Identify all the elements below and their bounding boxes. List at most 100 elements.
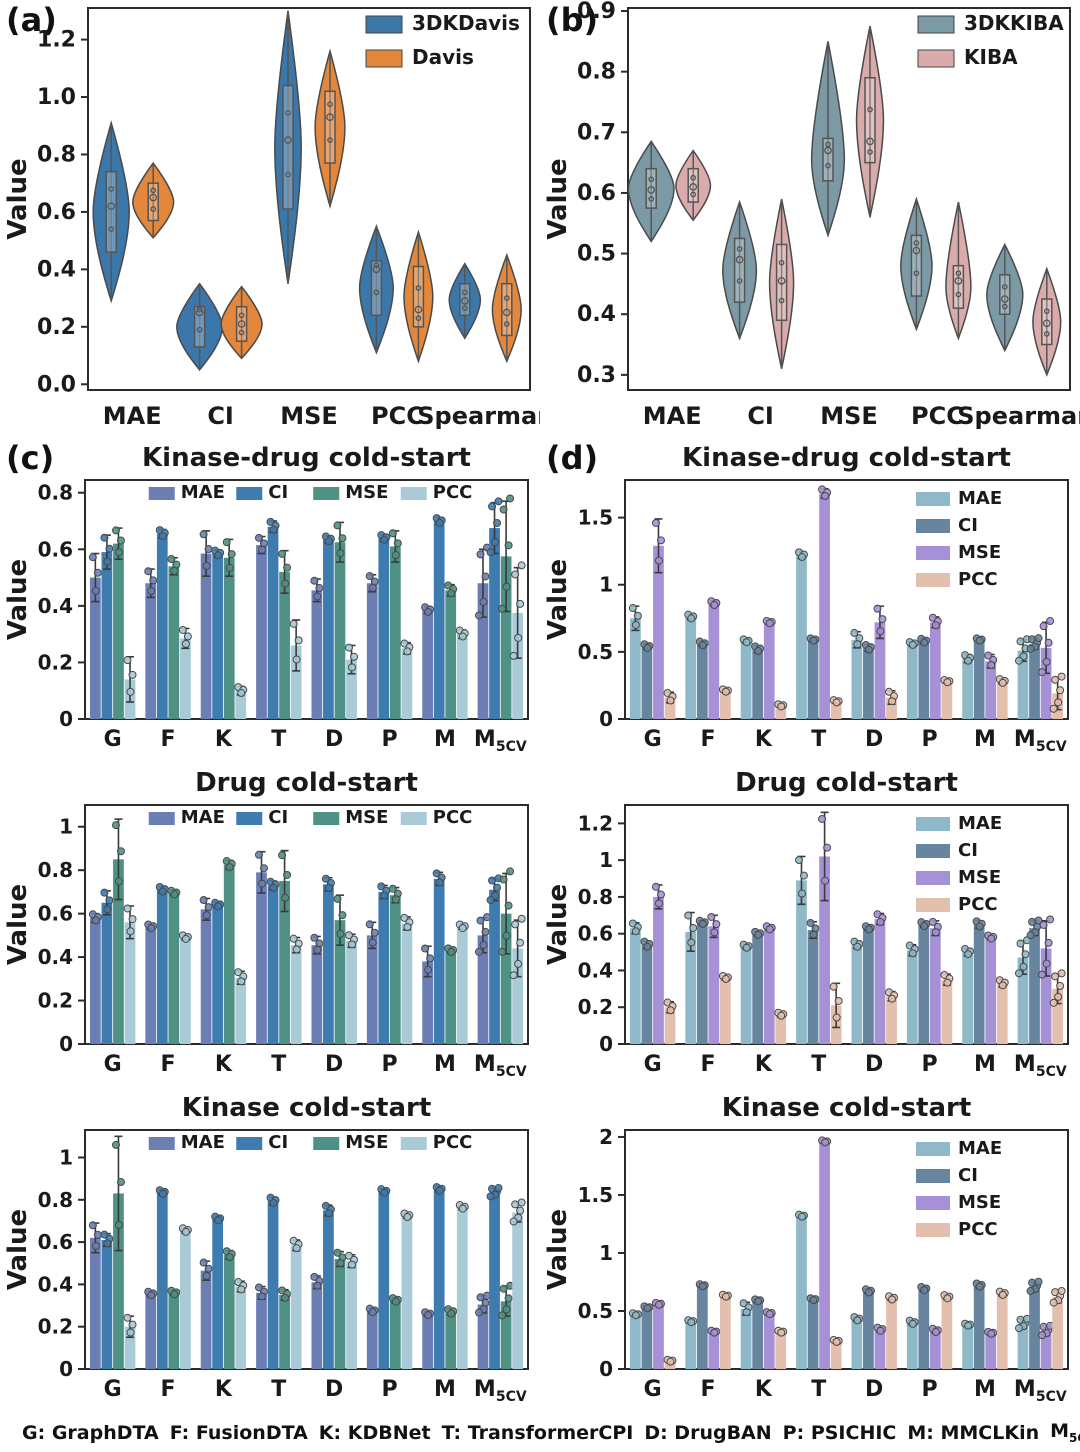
bar-panel: 0 0.5 1 1.5 Value Kinase-drug cold-start G F K T D…: [543, 443, 1069, 755]
scatter-point: [116, 536, 125, 545]
scatter-point: [964, 950, 973, 959]
scatter-point: [199, 1258, 208, 1267]
scatter-point: [656, 536, 665, 545]
data-point: [778, 297, 785, 304]
bar-K-MAE: [200, 909, 212, 1044]
scatter-point: [281, 1293, 290, 1302]
legend-label: PCC: [433, 1132, 473, 1153]
scatter-point: [257, 879, 266, 888]
bar-F-MAE: [145, 583, 157, 719]
bar-P-PCC: [941, 979, 953, 1044]
legend-label: PCC: [433, 807, 473, 828]
scatter-point: [474, 947, 483, 956]
bar-P-MSE: [929, 622, 941, 719]
scatter-point: [479, 597, 488, 606]
scatter-point: [333, 521, 342, 530]
bar-F-MSE: [168, 892, 180, 1044]
data-point: [196, 306, 203, 313]
scatter-point: [486, 548, 495, 557]
x-category-label: CI: [747, 402, 774, 430]
scatter-point: [348, 1260, 357, 1269]
bar-T-MSE: [819, 856, 830, 1044]
scatter-point: [214, 902, 223, 911]
scatter-point: [237, 689, 246, 698]
legend-label: CI: [958, 840, 978, 861]
data-point: [238, 312, 245, 319]
bar-T-MSE: [279, 881, 290, 1044]
x-category-label: PCC: [371, 402, 424, 430]
bar-M-MAE: [962, 1324, 973, 1369]
scatter-point: [167, 555, 176, 564]
scatter-point: [721, 975, 730, 984]
bar-P-MSE: [389, 546, 401, 719]
scatter-point: [178, 625, 187, 634]
bar-F-CI: [696, 1285, 708, 1369]
legend-label: CI: [958, 1165, 978, 1186]
x-category-label: CI: [207, 402, 234, 430]
scatter-point: [126, 927, 135, 936]
plot-border: [627, 7, 1071, 391]
bar-M-MAE: [1017, 1323, 1029, 1369]
x-category-label: P: [382, 1377, 398, 1402]
data-point: [867, 149, 873, 155]
bar-P-CI: [378, 891, 390, 1044]
inner-box: [952, 264, 965, 309]
scatter-point: [651, 882, 660, 891]
x-category-label: T: [811, 1052, 826, 1077]
scatter-point: [333, 1248, 342, 1257]
legend-swatch-MAE: [148, 812, 175, 825]
bar-M-MSE: [445, 590, 457, 719]
x-category-label: D: [325, 1377, 343, 1402]
legend-swatch-PCC: [400, 812, 427, 825]
scatter-point: [998, 678, 1007, 687]
data-point: [824, 146, 832, 155]
scatter-point: [643, 942, 652, 951]
scatter-point: [424, 607, 433, 616]
scatter-point: [403, 922, 412, 931]
chart-title: Drug cold-start: [735, 768, 958, 798]
bar-M-MAE: [962, 658, 973, 719]
caption-item: K: KDBNet: [318, 1421, 431, 1444]
bar-T-MAE: [256, 1292, 267, 1369]
bar-T-MSE: [279, 1294, 290, 1369]
scatter-point: [336, 929, 345, 938]
x-category-label: G: [104, 727, 122, 752]
scatter-point: [666, 1357, 675, 1366]
bar-M-MAE: [1017, 650, 1029, 719]
inner-box: [235, 305, 248, 342]
bar-K-MSE: [223, 1254, 235, 1369]
x-category-label: M5CV: [1014, 1377, 1067, 1405]
scatter-point: [128, 670, 137, 679]
scatter-point: [348, 663, 357, 672]
x-category-label: Spearman: [957, 402, 1080, 430]
legend-swatch-CI: [916, 519, 950, 533]
scatter-point: [1054, 992, 1063, 1001]
scatter-point: [105, 896, 114, 905]
scatter-point: [832, 698, 841, 707]
y-axis-label: Value: [3, 158, 33, 239]
svg-text:0.4: 0.4: [38, 1272, 73, 1296]
scatter-point: [499, 875, 508, 884]
scatter-point: [128, 1320, 137, 1329]
scatter-point: [1034, 634, 1043, 643]
scatter-point: [123, 904, 132, 913]
bar-M-CI: [433, 1189, 445, 1369]
scatter-point: [506, 867, 515, 876]
panel-label-c: (c): [6, 439, 55, 477]
bar-K-PCC: [775, 1014, 787, 1044]
data-point: [1043, 308, 1050, 315]
panel-label-a: (a): [6, 1, 57, 39]
scatter-point: [687, 938, 696, 947]
bar-M-MAE: [962, 952, 973, 1044]
scatter-point: [888, 994, 897, 1003]
x-category-label: M5CV: [474, 727, 527, 755]
bar-M-MSE: [1040, 647, 1052, 719]
scatter-point: [435, 518, 444, 527]
scatter-point: [628, 604, 637, 613]
scatter-point: [987, 934, 996, 943]
scatter-point: [126, 1328, 135, 1337]
bar-D-CI: [323, 539, 334, 719]
scatter-point: [324, 883, 333, 892]
bar-K-CI: [212, 1218, 224, 1369]
scatter-point: [794, 856, 803, 865]
